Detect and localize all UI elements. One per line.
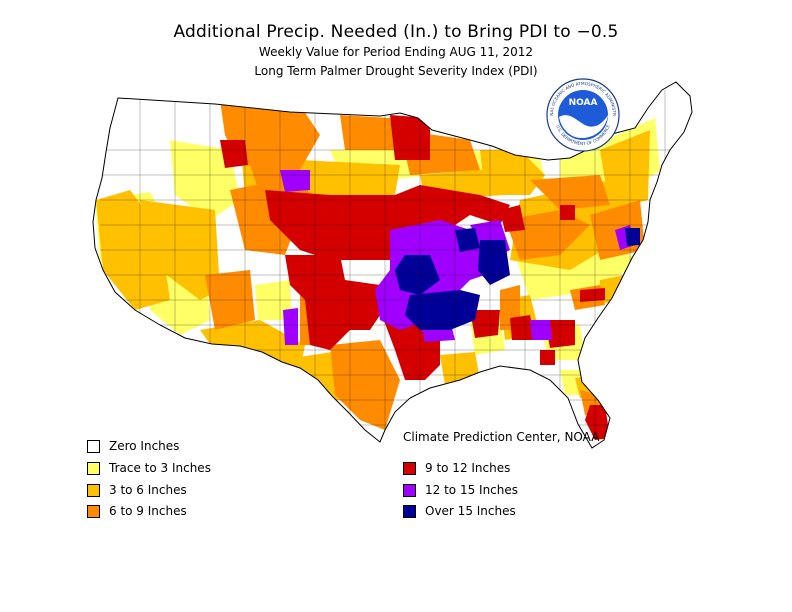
legend-swatch xyxy=(87,439,100,453)
legend-item-12to15: 12 to 15 Inches xyxy=(403,482,518,498)
legend-item-3to6: 3 to 6 Inches xyxy=(87,482,187,498)
logo-text: NOAA xyxy=(569,98,598,108)
legend-label: Trace to 3 Inches xyxy=(109,461,211,475)
credit-text: Climate Prediction Center, NOAA xyxy=(403,430,600,444)
legend-label: Zero Inches xyxy=(109,439,180,453)
legend-item-6to9: 6 to 9 Inches xyxy=(87,503,187,519)
legend-label: 9 to 12 Inches xyxy=(425,461,511,475)
legend-swatch xyxy=(87,483,100,497)
legend-label: 3 to 6 Inches xyxy=(109,483,187,497)
legend-swatch xyxy=(403,504,416,518)
legend-item-trace: Trace to 3 Inches xyxy=(87,460,211,476)
legend-item-over15: Over 15 Inches xyxy=(403,503,516,519)
legend-label: 12 to 15 Inches xyxy=(425,483,519,497)
legend-item-zero: Zero Inches xyxy=(87,438,179,454)
legend-swatch xyxy=(87,461,100,475)
noaa-logo: NOAA NATIONAL OCEANIC AND ATMOSPHERIC AD… xyxy=(545,77,620,152)
legend-item-9to12: 9 to 12 Inches xyxy=(403,460,510,476)
index-name: Long Term Palmer Drought Severity Index … xyxy=(254,64,538,78)
legend-swatch xyxy=(87,504,100,518)
legend-label: 6 to 9 Inches xyxy=(109,504,187,518)
legend-swatch xyxy=(403,483,416,497)
legend-swatch xyxy=(403,461,416,475)
map-subtitle: Weekly Value for Period Ending AUG 11, 2… xyxy=(258,45,534,59)
map-title: Additional Precip. Needed (In.) to Bring… xyxy=(173,22,619,42)
boundary-lines xyxy=(100,90,692,440)
legend-label: Over 15 Inches xyxy=(425,504,516,518)
